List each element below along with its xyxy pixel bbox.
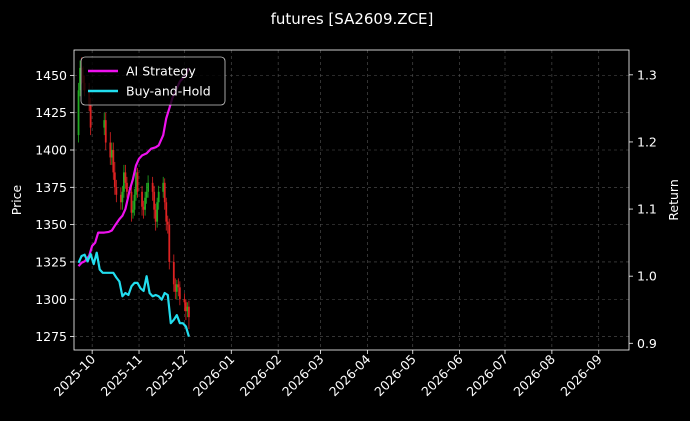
candle-body	[119, 194, 122, 203]
y-right-tick-label: 1.0	[637, 269, 657, 284]
candle-body	[104, 120, 107, 143]
legend-label-ai-strategy: AI Strategy	[126, 64, 196, 79]
candle-body	[136, 172, 139, 192]
candle-body	[163, 182, 166, 203]
candle-body	[188, 306, 190, 318]
candle-body	[178, 287, 181, 300]
candle-body	[115, 187, 118, 195]
candle-body	[156, 202, 159, 222]
y-axis-right-label: Return	[666, 179, 681, 220]
candle-body	[177, 284, 180, 288]
candle-body	[77, 90, 80, 136]
y-left-tick-label: 1425	[35, 105, 67, 120]
y-left-tick-label: 1450	[35, 68, 67, 83]
legend: AI Strategy Buy-and-Hold	[80, 56, 226, 106]
candle-body	[112, 150, 115, 173]
candle-body	[113, 172, 116, 188]
y-right-tick-label: 1.1	[637, 202, 657, 217]
y-left-tick-label: 1275	[35, 329, 67, 344]
candle-body	[103, 120, 106, 128]
candle-body	[141, 191, 143, 207]
candle-body	[147, 182, 150, 192]
candle-body	[168, 224, 171, 262]
legend-box	[80, 56, 226, 106]
y-right-tick-label: 1.3	[637, 67, 657, 82]
y-left-tick-label: 1400	[35, 143, 67, 158]
candle-body	[126, 182, 128, 192]
legend-label-buy-and-hold: Buy-and-Hold	[126, 84, 211, 99]
candle-body	[165, 202, 168, 222]
candle-body	[186, 306, 189, 312]
chart-title: futures [SA2609.ZCE]	[271, 10, 434, 28]
candle-body	[79, 67, 81, 91]
y-left-tick-label: 1300	[35, 292, 67, 307]
candle-body	[89, 105, 92, 128]
y-right-tick-label: 1.2	[637, 134, 657, 149]
candle-body	[142, 206, 145, 210]
candle-body	[157, 191, 160, 203]
candle-body	[151, 182, 154, 192]
candle-body	[154, 209, 157, 222]
candle-body	[153, 191, 156, 210]
grid	[74, 50, 629, 350]
candle-body	[185, 302, 187, 312]
y-axis-right: 0.9 1.0 1.1 1.2 1.3	[629, 67, 657, 351]
plot-frame	[73, 49, 630, 351]
candle-body	[172, 261, 175, 285]
candle-body	[109, 142, 112, 158]
candle-body	[144, 197, 146, 210]
candle-body	[162, 182, 165, 192]
candle-body	[132, 209, 134, 213]
y-axis-left: 1275 1300 1325 1350 1375 1400 1425 1450	[35, 68, 74, 344]
y-axis-left-label: Price	[9, 184, 24, 215]
candle-body	[166, 221, 169, 225]
candle-body	[133, 194, 136, 210]
candle-body	[123, 172, 125, 192]
candle-body	[124, 172, 127, 183]
y-left-tick-label: 1350	[35, 217, 67, 232]
candle-body	[110, 150, 113, 158]
candle-body	[174, 284, 177, 292]
y-left-tick-label: 1325	[35, 254, 67, 269]
y-right-tick-label: 0.9	[637, 336, 657, 351]
candle-body	[121, 191, 124, 203]
candle-body	[175, 284, 178, 292]
candle-body	[130, 191, 133, 213]
y-left-tick-label: 1375	[35, 180, 67, 195]
candle-body	[135, 172, 137, 195]
series-line-buy-and-hold	[77, 251, 190, 337]
candle-body	[145, 191, 148, 198]
candle-body	[183, 299, 186, 303]
